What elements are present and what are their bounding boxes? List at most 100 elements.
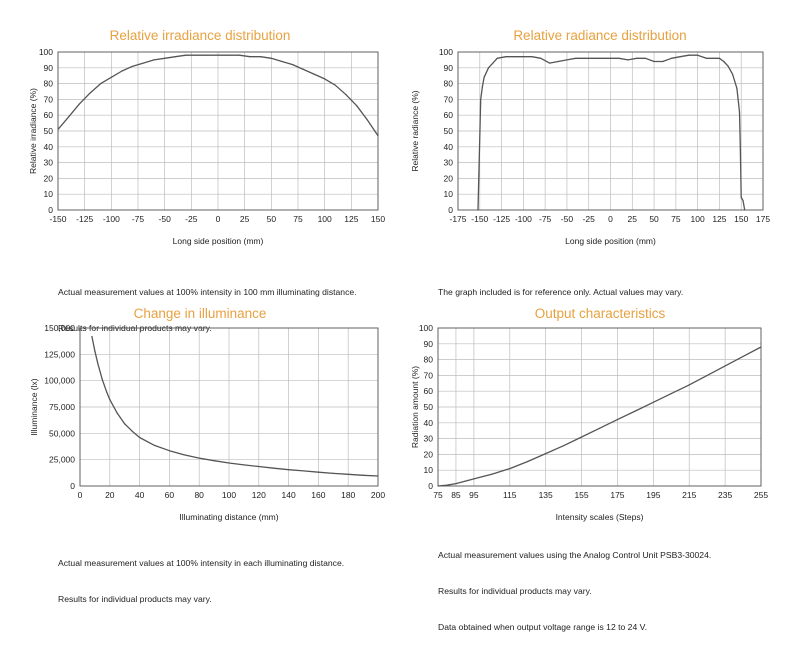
x-tick-label: 200 bbox=[371, 490, 385, 500]
data-point bbox=[563, 445, 565, 447]
x-axis-title: Illuminating distance (mm) bbox=[179, 512, 278, 522]
x-tick-label: 180 bbox=[341, 490, 355, 500]
x-tick-label: -125 bbox=[493, 214, 510, 224]
y-tick-label: 70 bbox=[444, 94, 454, 104]
data-point bbox=[705, 57, 707, 59]
data-point bbox=[598, 427, 601, 429]
y-tick-label: 50 bbox=[444, 126, 454, 136]
data-point bbox=[196, 54, 198, 56]
data-point bbox=[288, 469, 290, 471]
data-point bbox=[727, 65, 729, 67]
data-point bbox=[706, 374, 708, 376]
chart-title: Output characteristics bbox=[534, 306, 666, 321]
data-point bbox=[618, 57, 620, 59]
data-point bbox=[609, 57, 612, 59]
data-point bbox=[724, 365, 726, 367]
data-point bbox=[446, 484, 448, 486]
x-tick-label: 0 bbox=[78, 490, 83, 500]
data-point bbox=[206, 54, 208, 56]
data-point bbox=[531, 56, 533, 58]
data-point bbox=[740, 196, 742, 198]
data-point bbox=[616, 419, 619, 421]
x-tick-label: 115 bbox=[503, 490, 517, 500]
data-point bbox=[168, 450, 170, 452]
data-point bbox=[545, 453, 547, 455]
x-tick-label: 125 bbox=[344, 214, 358, 224]
x-tick-label: 150 bbox=[734, 214, 748, 224]
series-line bbox=[91, 336, 379, 477]
x-tick-label: 195 bbox=[646, 490, 660, 500]
data-point bbox=[185, 54, 187, 56]
data-point bbox=[742, 199, 744, 202]
data-point bbox=[302, 470, 305, 472]
x-tick-label: 100 bbox=[318, 214, 332, 224]
y-tick-label: 10 bbox=[444, 189, 454, 199]
y-tick-label: 30 bbox=[444, 158, 454, 168]
x-tick-label: -25 bbox=[185, 214, 198, 224]
y-axis-title: Radiation amount (%) bbox=[410, 366, 420, 448]
data-point bbox=[116, 412, 118, 414]
x-tick-label: -150 bbox=[471, 214, 488, 224]
data-point bbox=[464, 480, 466, 482]
grid bbox=[457, 51, 764, 211]
data-point bbox=[566, 59, 568, 61]
data-point bbox=[644, 57, 646, 59]
data-point bbox=[332, 472, 334, 474]
data-point bbox=[142, 62, 144, 64]
data-point bbox=[97, 363, 99, 365]
y-tick-label: 30 bbox=[44, 158, 54, 168]
chart-panel-radiance: Relative radiance distribution -175 -150-… bbox=[400, 0, 800, 297]
y-tick-label: 100 bbox=[39, 47, 53, 57]
chart-panel-illuminance: Change in illuminance 0 20 40 60 80 100 120 140… bbox=[0, 292, 400, 604]
y-tick-label: 60 bbox=[44, 110, 54, 120]
x-tick-label: 100 bbox=[691, 214, 705, 224]
data-point bbox=[509, 468, 511, 470]
data-point bbox=[592, 57, 594, 59]
chart-note: The graph included is for reference only… bbox=[438, 262, 683, 322]
data-point bbox=[492, 62, 494, 64]
data-point bbox=[302, 68, 304, 70]
chart-title: Change in illuminance bbox=[133, 306, 267, 321]
grid bbox=[437, 327, 762, 487]
chart-title: Relative radiance distribution bbox=[513, 28, 687, 43]
chart-note: Actual measurement values using the Anal… bbox=[438, 525, 711, 657]
data-point bbox=[437, 485, 439, 487]
grid bbox=[79, 327, 379, 487]
x-tick-label: 75 bbox=[671, 214, 681, 224]
x-tick-label: 135 bbox=[539, 490, 553, 500]
x-tick-label: -50 bbox=[159, 214, 172, 224]
x-tick-label: 50 bbox=[267, 214, 277, 224]
data-point bbox=[540, 57, 542, 59]
y-tick-label: 0 bbox=[448, 205, 453, 215]
data-point bbox=[164, 57, 166, 59]
y-tick-label: 10 bbox=[424, 465, 434, 475]
x-tick-label: -150 bbox=[49, 214, 66, 224]
data-point bbox=[292, 64, 294, 66]
data-point bbox=[679, 56, 681, 58]
x-axis-title: Long side position (mm) bbox=[565, 236, 656, 246]
data-point bbox=[697, 54, 699, 56]
data-point bbox=[473, 478, 475, 480]
data-point bbox=[238, 54, 240, 56]
data-point bbox=[139, 436, 141, 439]
grid bbox=[57, 51, 379, 211]
data-point bbox=[627, 59, 629, 61]
data-point bbox=[94, 350, 96, 352]
data-point bbox=[249, 56, 251, 58]
data-point bbox=[481, 86, 483, 88]
data-point bbox=[100, 83, 102, 85]
x-tick-label: 85 bbox=[451, 490, 461, 500]
x-tick-label: -100 bbox=[515, 214, 532, 224]
plot-frame bbox=[457, 51, 764, 211]
data-point bbox=[653, 60, 655, 63]
x-tick-label: 150 bbox=[371, 214, 385, 224]
y-tick-label: 70 bbox=[424, 370, 434, 380]
y-tick-label: 0 bbox=[428, 481, 433, 491]
x-tick-label: 255 bbox=[754, 490, 768, 500]
data-point bbox=[198, 457, 200, 459]
y-tick-label: 0 bbox=[48, 205, 53, 215]
x-tick-label: 0 bbox=[216, 214, 221, 224]
data-point bbox=[362, 474, 364, 476]
data-point bbox=[313, 73, 315, 75]
x-tick-label: 155 bbox=[574, 490, 588, 500]
